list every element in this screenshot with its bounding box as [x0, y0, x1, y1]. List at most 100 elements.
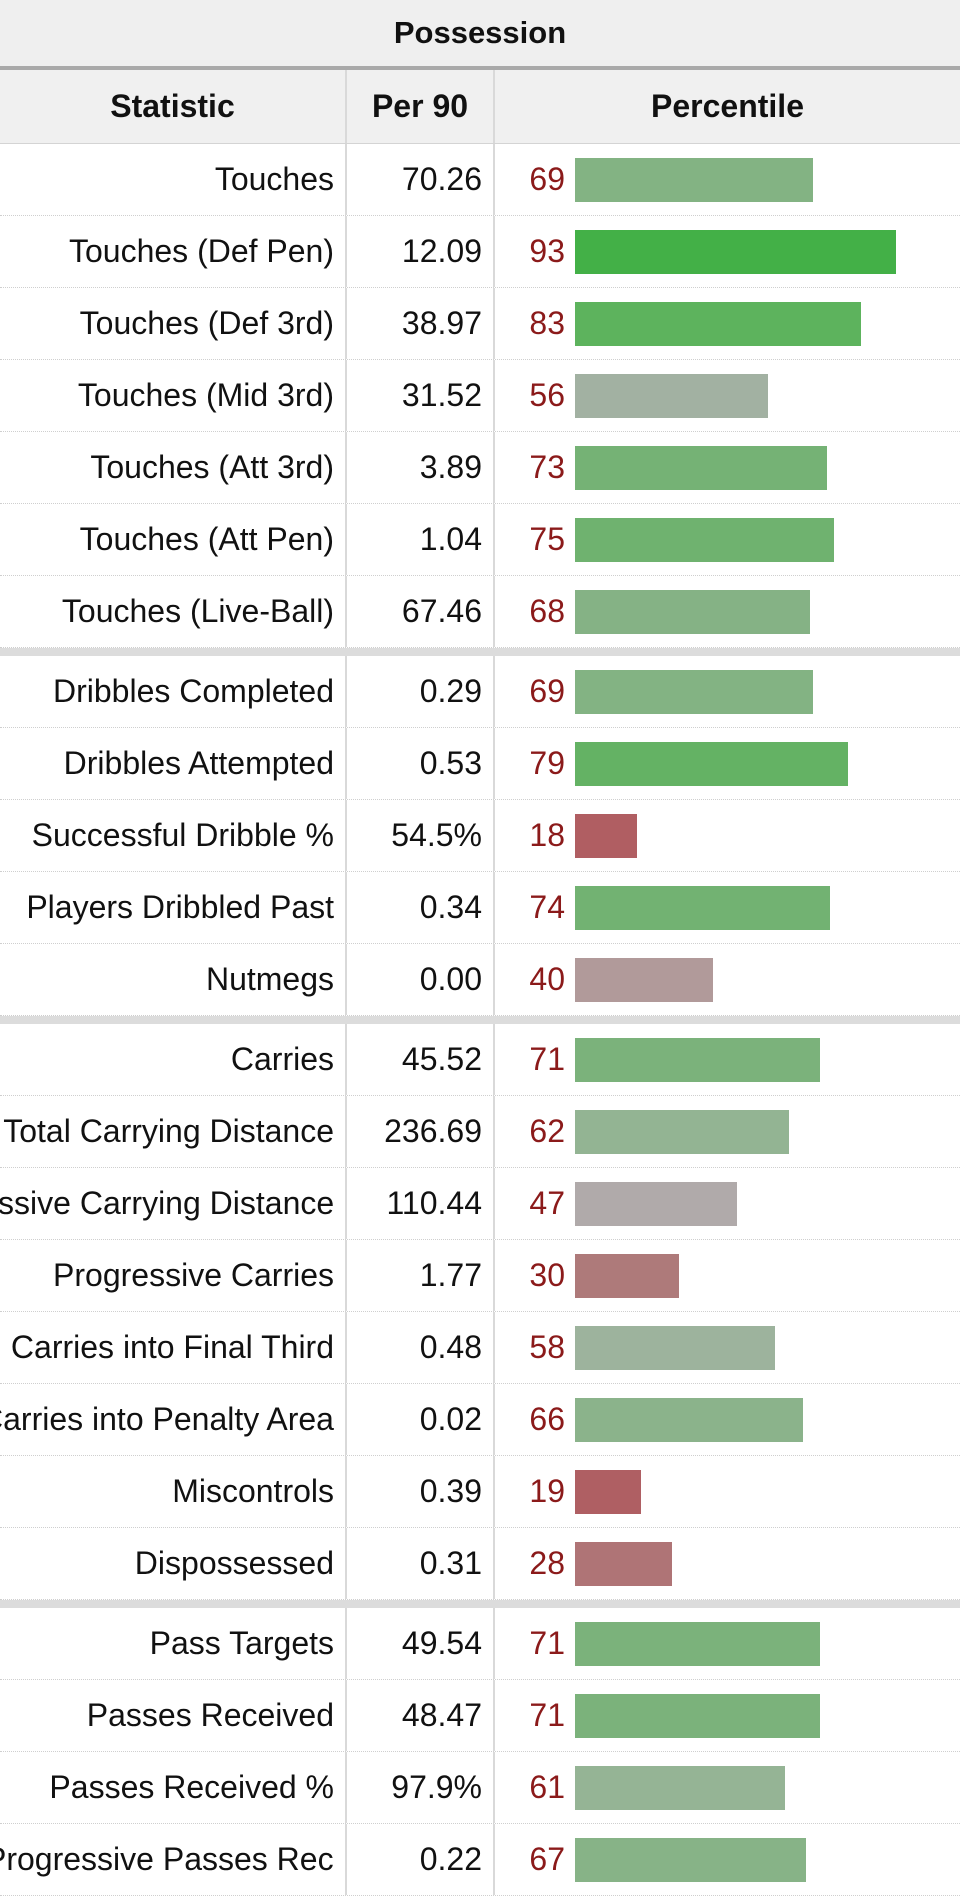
percentile-value: 56	[529, 377, 565, 413]
percentile-value: 30	[529, 1257, 565, 1293]
per90-value: 3.89	[347, 432, 495, 503]
percentile-value: 73	[529, 449, 565, 485]
statistic-label: Carries into Final Third	[10, 1329, 334, 1365]
table-header-row: Statistic Per 90 Percentile	[0, 70, 960, 144]
percentile-value: 28	[529, 1545, 565, 1581]
percentile-bar	[575, 1469, 641, 1514]
table-body: Touches 70.26 69 Touches (Def Pen) 12.09 93 To…	[0, 144, 960, 1896]
statistic-label: Pass Targets	[149, 1625, 334, 1661]
percentile-cell: 56	[495, 360, 960, 431]
percentile-bar	[575, 589, 810, 634]
percentile-bar	[575, 445, 827, 490]
statistic-cell: Dribbles Completed	[0, 656, 347, 727]
percentile-bar	[575, 957, 713, 1002]
header-statistic[interactable]: Statistic	[0, 70, 347, 143]
per90-value: 54.5%	[347, 800, 495, 871]
statistic-label: Passes Received %	[49, 1769, 334, 1805]
percentile-value: 79	[529, 745, 565, 781]
percentile-value: 71	[529, 1625, 565, 1661]
percentile-bar	[575, 373, 768, 418]
statistic-cell: Touches (Mid 3rd)	[0, 360, 347, 431]
percentile-cell: 62	[495, 1096, 960, 1167]
percentile-value: 19	[529, 1473, 565, 1509]
percentile-value: 68	[529, 593, 565, 629]
statistic-cell: Passes Received %	[0, 1752, 347, 1823]
per90-value: 236.69	[347, 1096, 495, 1167]
per90-value: 45.52	[347, 1024, 495, 1095]
percentile-value: 62	[529, 1113, 565, 1149]
statistic-cell: Carries	[0, 1024, 347, 1095]
statistic-cell: Dispossessed	[0, 1528, 347, 1599]
statistic-label: Touches (Att 3rd)	[90, 449, 334, 485]
percentile-bar	[575, 669, 813, 714]
statistic-label: Dribbles Attempted	[63, 745, 334, 781]
table-row: Progressive Carries 1.77 30	[0, 1240, 960, 1312]
percentile-cell: 69	[495, 656, 960, 727]
per90-value: 0.39	[347, 1456, 495, 1527]
per90-value: 70.26	[347, 144, 495, 215]
per90-value: 38.97	[347, 288, 495, 359]
statistic-cell: Total Carrying Distance	[0, 1096, 347, 1167]
per90-value: 48.47	[347, 1680, 495, 1751]
percentile-cell: 40	[495, 944, 960, 1015]
percentile-bar	[575, 1765, 785, 1810]
table-row: Miscontrols 0.39 19	[0, 1456, 960, 1528]
percentile-bar	[575, 813, 637, 858]
percentile-bar	[575, 1181, 737, 1226]
per90-value: 0.31	[347, 1528, 495, 1599]
table-row: Total Carrying Distance 236.69 62	[0, 1096, 960, 1168]
table-row: Pass Targets 49.54 71	[0, 1608, 960, 1680]
table-row: Players Dribbled Past 0.34 74	[0, 872, 960, 944]
statistic-label: Carries into Penalty Area	[0, 1401, 334, 1437]
statistic-cell: Progressive Carrying Distance	[0, 1168, 347, 1239]
statistic-cell: Touches (Live-Ball)	[0, 576, 347, 647]
percentile-value: 71	[529, 1697, 565, 1733]
statistic-label: Successful Dribble %	[31, 817, 334, 853]
table-row: Dribbles Attempted 0.53 79	[0, 728, 960, 800]
per90-value: 0.22	[347, 1824, 495, 1895]
percentile-cell: 71	[495, 1024, 960, 1095]
percentile-cell: 47	[495, 1168, 960, 1239]
statistic-label: Touches	[214, 161, 334, 197]
header-percentile[interactable]: Percentile	[651, 88, 804, 124]
statistic-label: Carries	[230, 1041, 334, 1077]
statistic-cell: Dribbles Attempted	[0, 728, 347, 799]
per90-value: 31.52	[347, 360, 495, 431]
statistic-cell: Touches (Def 3rd)	[0, 288, 347, 359]
percentile-bar	[575, 229, 896, 274]
table-row: Dribbles Completed 0.29 69	[0, 656, 960, 728]
header-per90[interactable]: Per 90	[347, 70, 495, 143]
table-row: Successful Dribble % 54.5% 18	[0, 800, 960, 872]
statistic-cell: Progressive Carries	[0, 1240, 347, 1311]
table-row: Passes Received % 97.9% 61	[0, 1752, 960, 1824]
statistic-cell: Progressive Passes Rec	[0, 1824, 347, 1895]
percentile-cell: 74	[495, 872, 960, 943]
percentile-cell: 18	[495, 800, 960, 871]
statistic-label: Touches (Def Pen)	[68, 233, 334, 269]
percentile-value: 75	[529, 521, 565, 557]
statistic-label: Touches (Att Pen)	[79, 521, 334, 557]
statistic-label: Players Dribbled Past	[26, 889, 334, 925]
percentile-bar	[575, 301, 861, 346]
table-row: Touches 70.26 69	[0, 144, 960, 216]
percentile-cell: 66	[495, 1384, 960, 1455]
percentile-bar	[575, 517, 834, 562]
statistic-label: Passes Received	[86, 1697, 334, 1733]
statistic-cell: Carries into Final Third	[0, 1312, 347, 1383]
group-separator	[0, 1600, 960, 1608]
statistic-cell: Passes Received	[0, 1680, 347, 1751]
percentile-value: 61	[529, 1769, 565, 1805]
statistic-cell: Touches	[0, 144, 347, 215]
statistic-label: Dribbles Completed	[52, 673, 334, 709]
statistic-label: Miscontrols	[172, 1473, 334, 1509]
per90-value: 110.44	[347, 1168, 495, 1239]
percentile-bar	[575, 885, 830, 930]
percentile-value: 93	[529, 233, 565, 269]
group-separator	[0, 648, 960, 656]
statistic-label: Total Carrying Distance	[3, 1113, 334, 1149]
table-row: Touches (Def 3rd) 38.97 83	[0, 288, 960, 360]
percentile-cell: 61	[495, 1752, 960, 1823]
percentile-value: 74	[529, 889, 565, 925]
percentile-bar	[575, 1621, 820, 1666]
percentile-value: 66	[529, 1401, 565, 1437]
